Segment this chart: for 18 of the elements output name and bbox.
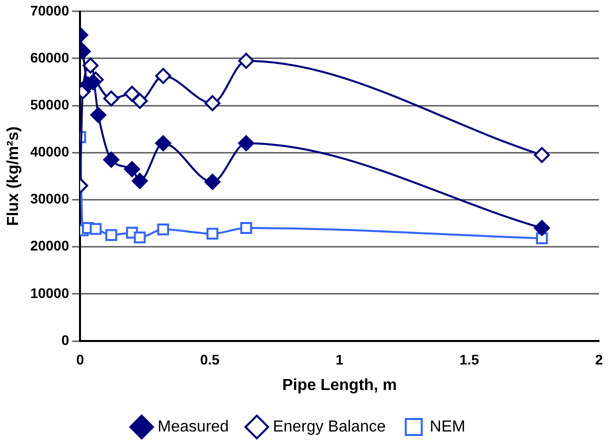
y-tick-label: 40000 [30,144,70,160]
x-tick-label: 1 [336,351,344,368]
y-tick-label: 10000 [30,284,70,301]
x-tick-label: 0.5 [200,351,220,368]
y-axis-title: Flux (kg/m²s) [5,126,22,226]
x-tick-label: 0 [76,351,84,368]
legend-label: NEM [430,418,466,436]
y-tick-label: 0 [61,332,70,348]
legend-label: Measured [158,418,229,436]
y-tick-label: 60000 [30,49,70,66]
y-tick-label: 20000 [30,238,70,254]
y-tick-label: 30000 [30,190,70,207]
y-tick-label: 70000 [30,2,70,18]
y-tick-label: 50000 [30,96,70,112]
x-tick-label: 1.5 [460,351,480,368]
x-tick-label: 2 [595,351,604,368]
x-axis-title: Pipe Length, m [282,376,397,394]
legend-label: Energy Balance [272,418,386,436]
